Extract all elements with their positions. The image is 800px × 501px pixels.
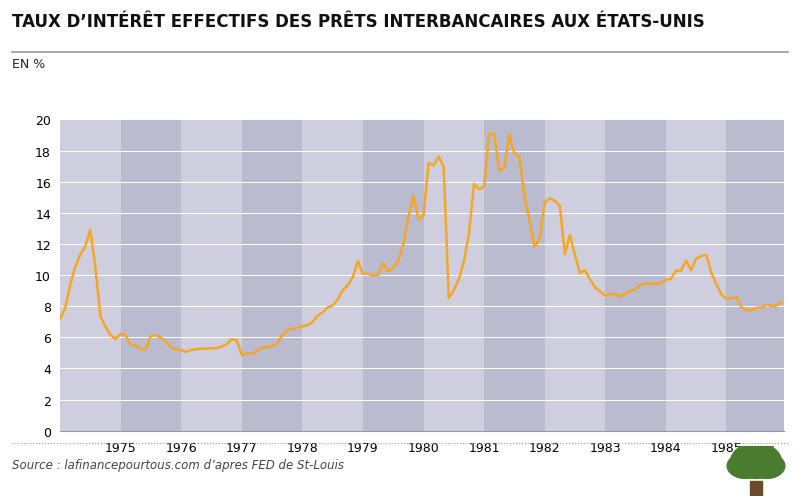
Circle shape	[738, 438, 774, 463]
Bar	[545, 120, 606, 431]
Bar	[606, 120, 666, 431]
Bar	[121, 120, 181, 431]
Bar	[726, 120, 787, 431]
Bar	[750, 481, 762, 496]
Bar	[666, 120, 726, 431]
Bar	[484, 120, 545, 431]
Circle shape	[727, 453, 763, 478]
Text: Source : lafinancepourtous.com d’apres FED de St-Louis: Source : lafinancepourtous.com d’apres F…	[12, 458, 344, 471]
Circle shape	[749, 453, 785, 478]
Bar	[242, 120, 302, 431]
Bar	[423, 120, 484, 431]
Text: EN %: EN %	[12, 58, 46, 71]
Bar	[302, 120, 363, 431]
Circle shape	[731, 443, 781, 478]
Text: TAUX D’INTÉRÊT EFFECTIFS DES PRÊTS INTERBANCAIRES AUX ÉTATS-UNIS: TAUX D’INTÉRÊT EFFECTIFS DES PRÊTS INTER…	[12, 13, 705, 31]
Bar	[60, 120, 121, 431]
Bar	[181, 120, 242, 431]
Bar	[363, 120, 423, 431]
